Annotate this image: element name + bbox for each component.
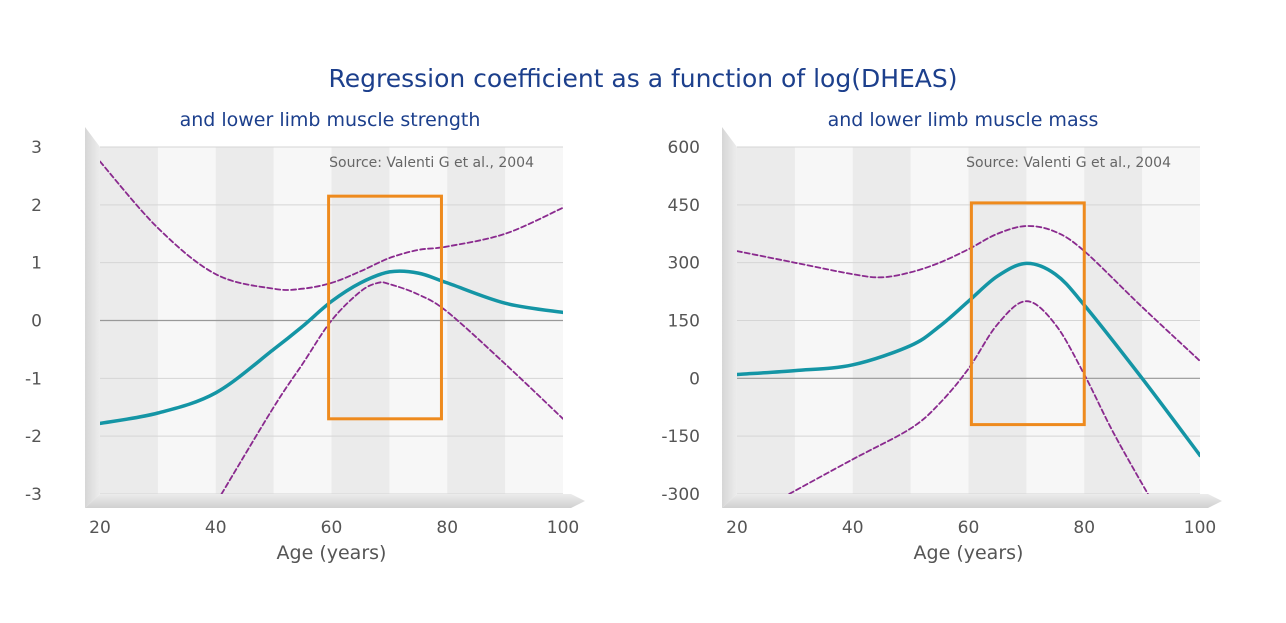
chart-side-wall bbox=[85, 127, 100, 508]
chart-floor bbox=[722, 494, 1222, 508]
y-tick-label: -1 bbox=[25, 369, 42, 389]
x-tick-label: 60 bbox=[958, 518, 980, 538]
y-tick-label: -2 bbox=[25, 427, 42, 447]
y-tick-label: 150 bbox=[668, 312, 700, 332]
y-tick-label: 300 bbox=[668, 254, 700, 274]
source-note: Source: Valenti G et al., 2004 bbox=[966, 155, 1171, 171]
highlight-box bbox=[327, 194, 443, 421]
y-tick-label: 1 bbox=[31, 254, 42, 274]
y-tick-label: -300 bbox=[661, 485, 700, 505]
confidence-line bbox=[100, 160, 563, 291]
y-tick-label: 0 bbox=[31, 312, 42, 332]
x-axis-title: Age (years) bbox=[914, 542, 1024, 564]
chart-subtitle: and lower limb muscle strength bbox=[180, 109, 481, 131]
y-tick-label: -3 bbox=[25, 485, 42, 505]
y-tick-label: 450 bbox=[668, 196, 700, 216]
y-tick-label: 3 bbox=[31, 138, 42, 158]
x-tick-label: 100 bbox=[1184, 518, 1216, 538]
confidence-line bbox=[737, 225, 1200, 362]
x-tick-label: 80 bbox=[436, 518, 458, 538]
x-axis-title: Age (years) bbox=[277, 542, 387, 564]
estimate-line bbox=[737, 261, 1200, 458]
mass-chart: and lower limb muscle mass 600 450 300 150 0 -… bbox=[661, 109, 1222, 564]
y-tick-label: 600 bbox=[668, 138, 700, 158]
x-tick-label: 80 bbox=[1073, 518, 1095, 538]
x-tick-label: 20 bbox=[726, 518, 748, 538]
y-tick-label: 2 bbox=[31, 196, 42, 216]
x-tick-label: 60 bbox=[321, 518, 343, 538]
x-tick-label: 40 bbox=[842, 518, 864, 538]
strength-chart: and lower limb muscle strength 3 2 1 0 -1 -2 -3… bbox=[25, 109, 585, 564]
chart-side-wall bbox=[722, 127, 737, 508]
confidence-line bbox=[220, 281, 563, 494]
y-tick-label: 0 bbox=[689, 369, 700, 389]
source-note: Source: Valenti G et al., 2004 bbox=[329, 155, 534, 171]
x-tick-label: 100 bbox=[547, 518, 579, 538]
chart-subtitle: and lower limb muscle mass bbox=[828, 109, 1099, 131]
chart-floor bbox=[85, 494, 585, 508]
y-tick-label: -150 bbox=[661, 427, 700, 447]
estimate-line bbox=[100, 269, 563, 426]
x-tick-label: 20 bbox=[89, 518, 111, 538]
main-title: Regression coefficient as a function of … bbox=[328, 64, 958, 93]
x-tick-label: 40 bbox=[205, 518, 227, 538]
highlight-box bbox=[969, 201, 1086, 427]
confidence-line bbox=[788, 300, 1149, 494]
